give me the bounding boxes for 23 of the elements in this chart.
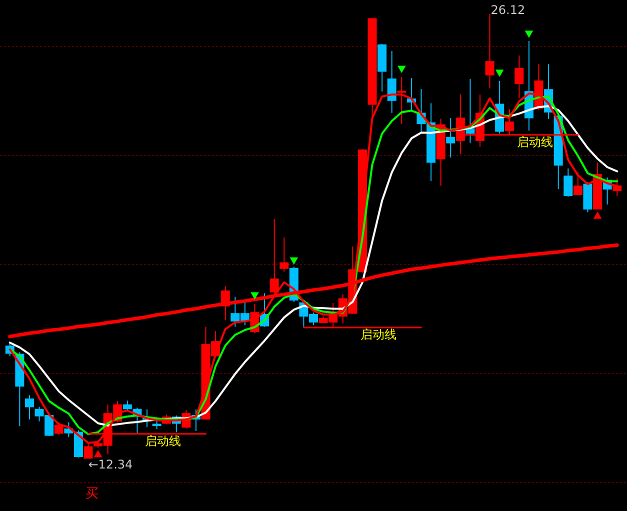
point	[94, 450, 102, 458]
point	[397, 66, 406, 73]
candlestick	[280, 236, 289, 272]
candlestick	[24, 394, 34, 420]
point	[495, 70, 504, 77]
candlestick	[387, 50, 396, 114]
candlestick	[485, 13, 494, 89]
candlestick	[446, 118, 456, 158]
point	[593, 212, 602, 219]
candlestick	[514, 54, 524, 99]
candlestick	[564, 168, 573, 198]
annotation: 26.12	[490, 2, 526, 17]
series-label: 启动线	[145, 434, 182, 448]
series-label: 启动线	[517, 134, 554, 149]
point	[250, 292, 259, 300]
candlestick	[54, 422, 64, 436]
point	[524, 30, 534, 38]
candlestick	[573, 172, 582, 196]
point	[290, 257, 298, 265]
annotation: ←12.34	[88, 457, 133, 472]
candlestick	[122, 400, 132, 412]
series-label: 启动线	[360, 327, 396, 342]
text: 买	[86, 486, 99, 502]
